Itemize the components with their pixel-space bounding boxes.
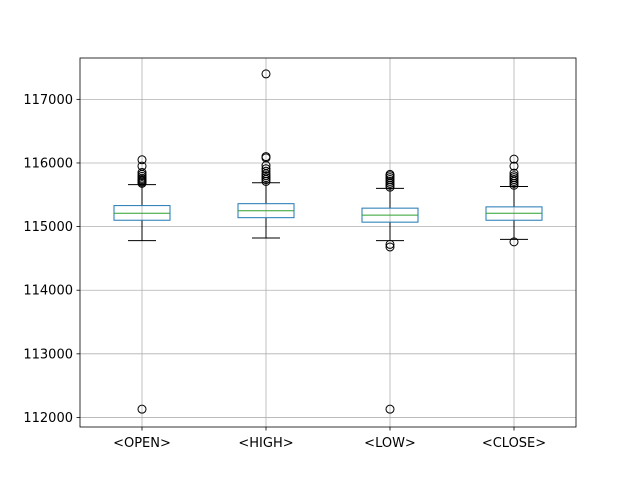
outlier-point bbox=[385, 404, 395, 414]
boxes-layer bbox=[113, 69, 543, 414]
y-tick-label: 117000 bbox=[23, 93, 73, 108]
y-tick-label: 115000 bbox=[23, 220, 73, 235]
y-tick-label: 113000 bbox=[23, 347, 73, 362]
outlier-point bbox=[385, 169, 395, 179]
outlier-point bbox=[137, 161, 147, 171]
outlier-point bbox=[261, 166, 271, 176]
box-group bbox=[485, 154, 543, 247]
outlier-point bbox=[385, 242, 395, 252]
outlier-point bbox=[509, 171, 519, 181]
y-tick-label: 112000 bbox=[23, 411, 73, 426]
outlier-point bbox=[509, 161, 519, 171]
outlier-point bbox=[509, 168, 519, 178]
y-axis: 112000 113000 114000 115000 116000 117000 bbox=[23, 93, 80, 426]
outlier-point bbox=[137, 168, 147, 178]
outlier-point bbox=[261, 164, 271, 174]
x-tick-label: <LOW> bbox=[364, 436, 416, 451]
box-group bbox=[237, 69, 295, 239]
axes-frame bbox=[79, 57, 577, 428]
outlier-point bbox=[137, 155, 147, 165]
y-tick-label: 116000 bbox=[23, 156, 73, 171]
outlier-point bbox=[385, 239, 395, 249]
x-tick-label: <HIGH> bbox=[238, 436, 293, 451]
outlier-point bbox=[261, 152, 271, 162]
x-tick-label: <OPEN> bbox=[113, 436, 171, 451]
outlier-point bbox=[509, 237, 519, 247]
box-group bbox=[113, 155, 171, 414]
x-tick-label: <CLOSE> bbox=[482, 436, 546, 451]
y-tick-label: 114000 bbox=[23, 284, 73, 299]
outlier-point bbox=[261, 69, 271, 79]
box-group bbox=[361, 169, 419, 414]
outlier-point bbox=[137, 404, 147, 414]
x-axis: <OPEN> <HIGH> <LOW> <CLOSE> bbox=[113, 427, 546, 451]
outlier-point bbox=[509, 154, 519, 164]
